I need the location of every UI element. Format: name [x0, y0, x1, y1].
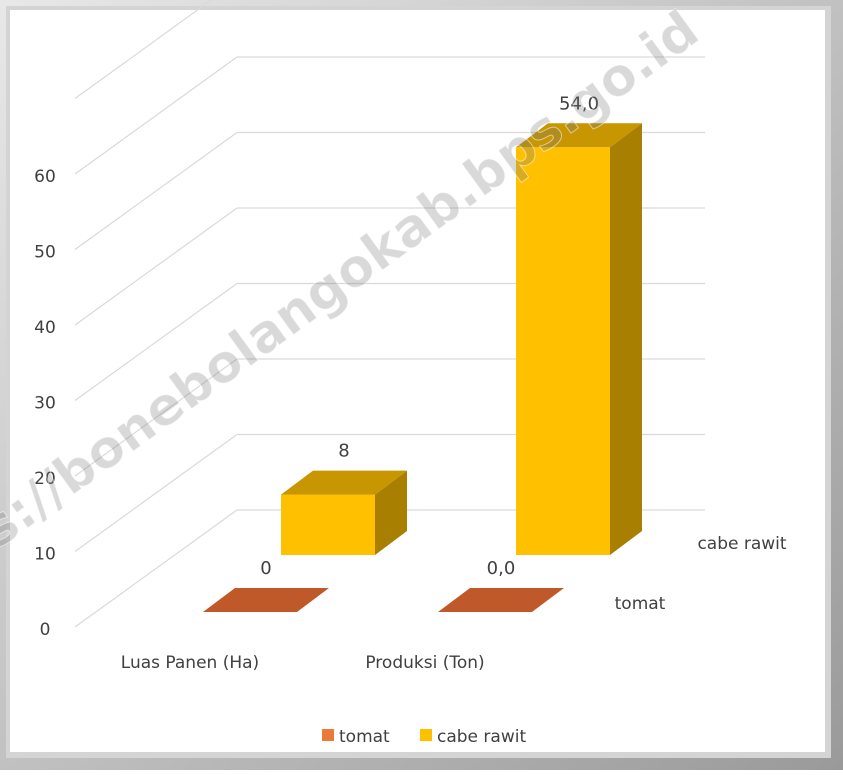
category-label: Luas Panen (Ha): [121, 653, 259, 673]
bar-front-cabe-rawit: [281, 494, 375, 555]
bar-front-cabe-rawit: [516, 147, 610, 556]
gridline-side: [74, 434, 238, 552]
bar-side-cabe-rawit: [375, 470, 407, 555]
gridline-side: [74, 509, 238, 628]
bar-side-cabe-rawit: [610, 123, 642, 556]
y-tick-label: 50: [34, 243, 56, 263]
y-tick-label: 30: [34, 394, 56, 414]
depth-label-tomat: tomat: [615, 594, 666, 614]
legend-label: tomat: [339, 727, 390, 747]
gridline-side: [74, 207, 238, 326]
gridline-side: [74, 56, 238, 175]
y-tick-label: 10: [34, 545, 56, 565]
bar-top-cabe-rawit: [281, 470, 407, 495]
data-label: 54,0: [559, 93, 599, 114]
bar-top-tomat: [438, 588, 564, 612]
data-label: 0,0: [487, 558, 516, 579]
gridline-side: [74, 283, 238, 401]
legend-label: cabe rawit: [437, 727, 526, 747]
category-labels: Luas Panen (Ha) Produksi (Ton): [121, 653, 485, 673]
category-label: Produksi (Ton): [365, 653, 484, 673]
y-tick-label: 0: [40, 620, 51, 640]
data-label: 8: [338, 441, 349, 462]
legend-swatch: [420, 729, 432, 741]
gridline-side: [74, 132, 238, 250]
y-axis-ticks: 0 10 20 30 40 50 60: [34, 167, 56, 640]
data-labels: 8 54,0 0 0,0: [260, 93, 599, 579]
gridline-side: [74, 358, 238, 477]
y-tick-label: 40: [34, 318, 56, 338]
data-label: 0: [260, 558, 271, 579]
plot-background: [10, 10, 825, 752]
legend: tomat cabe rawit: [322, 727, 526, 747]
gridline-side: [74, 0, 213, 99]
bar-top-tomat: [203, 588, 329, 612]
bars: [203, 123, 642, 612]
y-tick-label: 20: [34, 469, 56, 489]
bar-top-cabe-rawit: [516, 123, 642, 148]
series-depth-labels: tomat cabe rawit: [615, 534, 787, 614]
depth-label-cabe-rawit: cabe rawit: [697, 534, 786, 554]
y-tick-label: 60: [34, 167, 56, 187]
legend-swatch: [322, 729, 334, 741]
